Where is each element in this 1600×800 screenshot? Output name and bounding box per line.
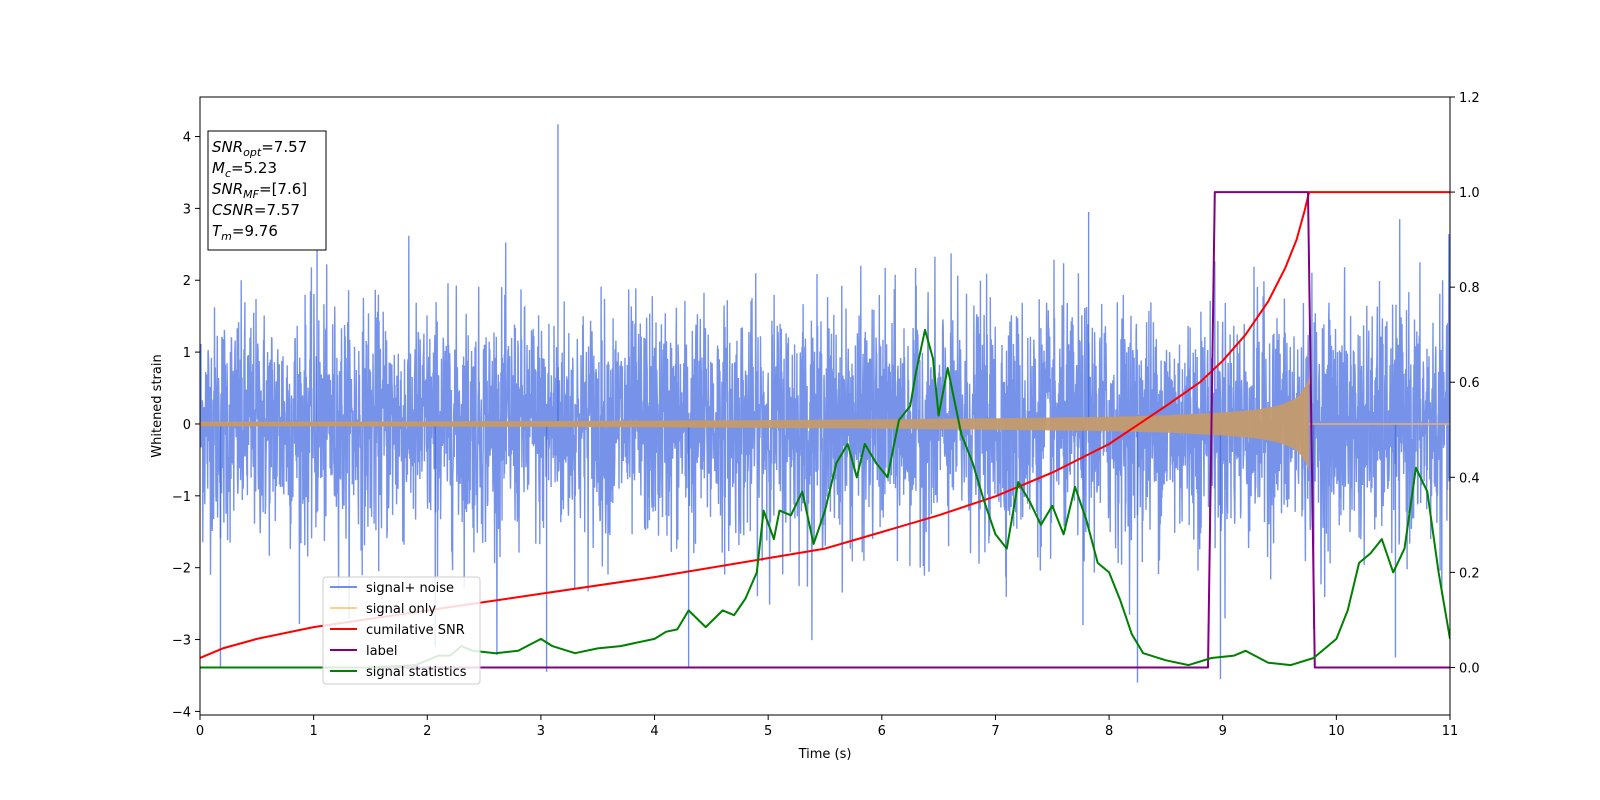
x-axis-label: Time (s) [798, 747, 852, 762]
y2-tick-label: 0.0 [1459, 661, 1480, 676]
plot-area [200, 124, 1450, 683]
x-tick-label: 9 [1219, 724, 1227, 739]
x-axis: 0 1 2 3 4 5 6 7 8 9 10 11 [196, 715, 1458, 739]
info-line: CSNR=7.57 [212, 201, 300, 219]
y2-tick-label: 0.6 [1459, 376, 1480, 391]
x-tick-label: 8 [1105, 724, 1113, 739]
x-tick-label: 1 [309, 724, 317, 739]
legend-label: label [366, 644, 397, 659]
legend: signal+ noise signal only cumilative SNR la… [322, 576, 481, 685]
y-axis-left: −4 −3 −2 −1 0 1 2 3 4 [172, 131, 200, 720]
x-tick-label: 2 [423, 724, 431, 739]
info-line: Tm=9.76 [212, 222, 278, 243]
series-label-line [200, 191, 1450, 669]
y-tick-label: 0 [183, 418, 191, 433]
y2-tick-label: 0.2 [1459, 566, 1480, 581]
legend-frame [322, 576, 481, 685]
legend-label: cumilative SNR [366, 623, 465, 638]
y-tick-label: 4 [183, 131, 191, 146]
info-line: Mc=5.23 [212, 159, 277, 180]
x-tick-label: 7 [991, 724, 999, 739]
x-tick-label: 6 [878, 724, 886, 739]
legend-label: signal+ noise [366, 581, 454, 596]
x-tick-label: 11 [1442, 724, 1459, 739]
x-tick-label: 4 [650, 724, 658, 739]
legend-label: signal statistics [366, 665, 467, 680]
y-tick-label: −4 [172, 705, 191, 720]
info-line: SNRopt=7.57 [212, 138, 307, 159]
x-tick-label: 0 [196, 724, 204, 739]
y2-tick-label: 1.2 [1459, 91, 1480, 106]
signal-only-oscillation [200, 420, 724, 428]
x-tick-label: 5 [764, 724, 772, 739]
series-signal-statistics-line [200, 328, 1450, 669]
legend-label: signal only [366, 602, 436, 617]
x-tick-label: 3 [537, 724, 545, 739]
y-tick-label: 1 [183, 346, 191, 361]
y2-tick-label: 1.0 [1459, 186, 1480, 201]
series-signal-only-band [200, 377, 1310, 471]
y-axis-right: 0.0 0.2 0.4 0.6 0.8 1.0 1.2 [1450, 91, 1480, 676]
y-axis-label: Whitened strain [150, 354, 165, 457]
y-tick-label: 2 [183, 274, 191, 289]
x-tick-label: 10 [1328, 724, 1345, 739]
y2-tick-label: 0.4 [1459, 471, 1480, 486]
y2-tick-label: 0.8 [1459, 281, 1480, 296]
info-line: SNRMF=[7.6] [212, 180, 307, 201]
info-box-frame [207, 130, 327, 251]
axes-frame [199, 96, 1451, 716]
y-tick-label: −3 [172, 634, 191, 649]
y-tick-label: −1 [172, 490, 191, 505]
y-tick-label: 3 [183, 202, 191, 217]
y-tick-label: −2 [172, 562, 191, 577]
